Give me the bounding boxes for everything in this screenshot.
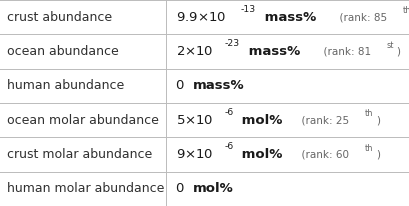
Text: -13: -13 <box>240 5 256 14</box>
Text: -23: -23 <box>224 39 239 48</box>
Text: 0: 0 <box>176 182 189 195</box>
Text: crust abundance: crust abundance <box>7 11 112 24</box>
Text: ocean abundance: ocean abundance <box>7 45 119 58</box>
Text: mol%: mol% <box>192 182 233 195</box>
Text: 0: 0 <box>176 79 189 92</box>
Text: mass%: mass% <box>243 45 300 58</box>
Text: (rank: 60: (rank: 60 <box>294 150 348 159</box>
Text: ): ) <box>395 47 399 56</box>
Text: ): ) <box>375 150 379 159</box>
Text: mol%: mol% <box>236 114 281 127</box>
Text: human abundance: human abundance <box>7 79 124 92</box>
Text: st: st <box>386 41 393 50</box>
Text: ocean molar abundance: ocean molar abundance <box>7 114 159 127</box>
Text: (rank: 81: (rank: 81 <box>316 47 370 56</box>
Text: mass%: mass% <box>192 79 244 92</box>
Text: 2$\times$10: 2$\times$10 <box>176 45 213 58</box>
Text: mol%: mol% <box>236 148 281 161</box>
Text: -6: -6 <box>224 108 233 117</box>
Text: th: th <box>402 6 409 15</box>
Text: 5$\times$10: 5$\times$10 <box>176 114 213 127</box>
Text: human molar abundance: human molar abundance <box>7 182 164 195</box>
Text: th: th <box>364 109 373 118</box>
Text: (rank: 25: (rank: 25 <box>294 115 348 125</box>
Text: (rank: 85: (rank: 85 <box>332 12 386 22</box>
Text: 9.9$\times$10: 9.9$\times$10 <box>176 11 226 24</box>
Text: 9$\times$10: 9$\times$10 <box>176 148 213 161</box>
Text: ): ) <box>375 115 379 125</box>
Text: -6: -6 <box>224 142 233 151</box>
Text: mass%: mass% <box>260 11 316 24</box>
Text: th: th <box>364 144 372 153</box>
Text: crust molar abundance: crust molar abundance <box>7 148 152 161</box>
